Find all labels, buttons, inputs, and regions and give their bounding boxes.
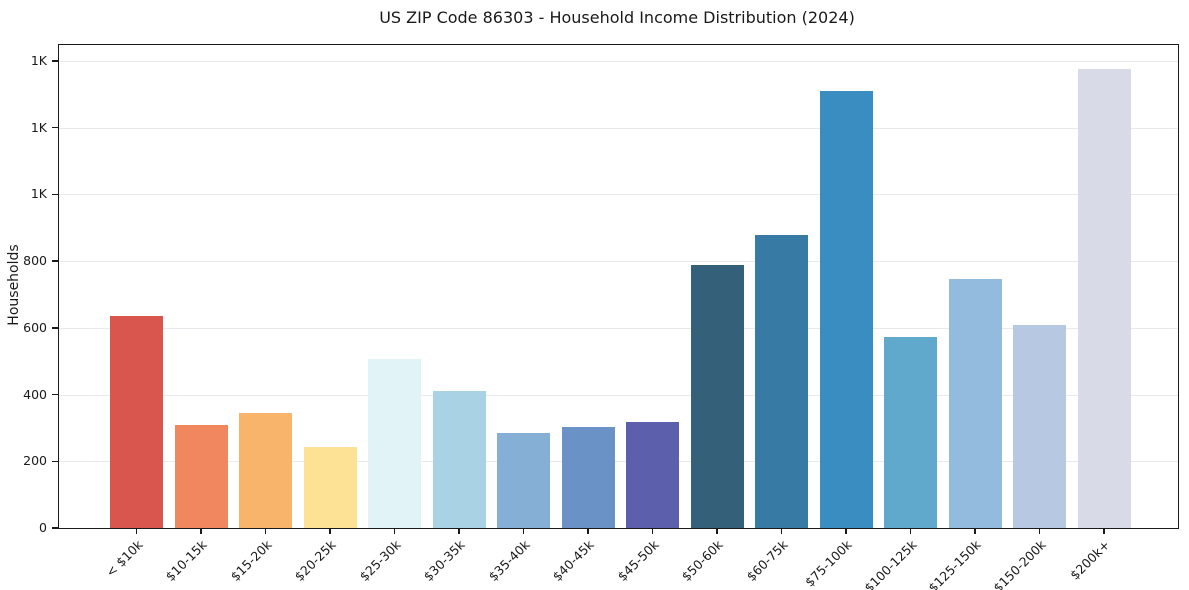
x-tick-mark	[716, 528, 718, 534]
gridline	[59, 61, 1178, 62]
y-tick-mark	[52, 527, 58, 529]
gridline	[59, 261, 1178, 263]
bar	[239, 413, 292, 528]
gridline	[59, 327, 1178, 329]
x-tick-mark	[200, 528, 202, 534]
x-tick-mark	[135, 528, 138, 534]
y-tick-label: 0	[39, 520, 47, 535]
bar	[174, 424, 228, 528]
x-tick-mark	[909, 528, 912, 534]
bar	[626, 421, 679, 528]
x-tick-mark	[1103, 528, 1105, 534]
x-tick-label: < $10k	[102, 537, 146, 580]
bar	[755, 235, 808, 528]
y-tick-mark	[52, 126, 58, 129]
y-tick-mark	[52, 327, 58, 329]
gridline	[59, 194, 1178, 196]
gridline	[59, 127, 1178, 129]
x-tick-mark	[1038, 528, 1041, 534]
plot-area: 0 200 400 600 800 1K 1K 1K < $10k $10-15k $15-20k $…	[23, 44, 1179, 590]
y-tick-label: 600	[23, 319, 47, 335]
y-tick-mark	[52, 460, 58, 463]
bar	[690, 264, 744, 528]
x-tick-mark	[264, 528, 267, 534]
bar	[561, 427, 615, 528]
y-tick-label: 1K	[30, 186, 47, 202]
bar	[432, 390, 486, 528]
y-tick-label: 1K	[30, 119, 47, 135]
bar	[948, 278, 1002, 528]
y-tick-label: 200	[23, 453, 47, 469]
y-tick-mark	[52, 60, 58, 62]
gridline	[59, 394, 1178, 396]
bar	[497, 433, 550, 528]
x-tick-mark	[651, 528, 654, 534]
x-tick-mark	[587, 528, 589, 534]
gridline	[59, 461, 1178, 463]
x-tick-mark	[845, 528, 847, 534]
bar	[368, 358, 421, 528]
chart-title: US ZIP Code 86303 - Household Income Dis…	[379, 8, 855, 27]
x-tick-mark	[393, 528, 396, 534]
y-tick-label: 1K	[30, 53, 47, 68]
bar	[819, 91, 873, 528]
y-tick-mark	[52, 193, 58, 196]
bar	[1013, 325, 1066, 528]
bar	[1077, 69, 1131, 528]
x-tick-mark	[329, 528, 331, 534]
y-tick-mark	[52, 260, 58, 262]
bar	[303, 446, 357, 528]
bar	[110, 316, 163, 528]
y-tick-mark	[52, 393, 58, 396]
y-tick-label: 800	[23, 253, 47, 269]
x-tick-mark	[522, 528, 525, 534]
x-tick-mark	[458, 528, 460, 534]
bar	[884, 336, 937, 528]
x-tick-mark	[780, 528, 783, 534]
y-tick-label: 400	[23, 386, 47, 402]
x-tick-mark	[974, 528, 976, 534]
